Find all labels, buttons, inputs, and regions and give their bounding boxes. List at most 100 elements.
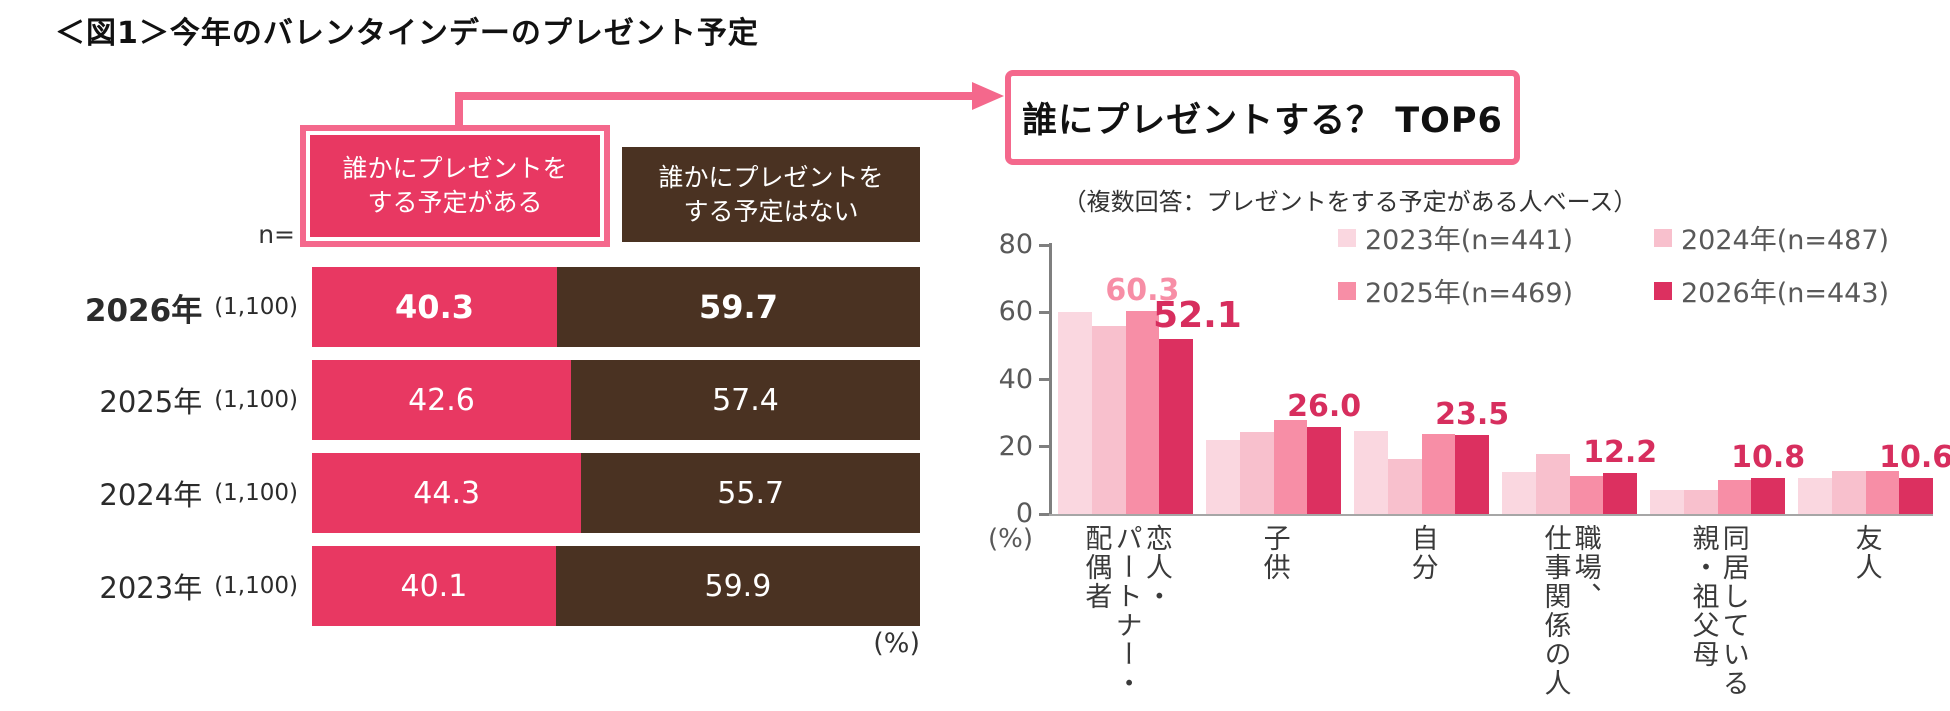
yes-segment: 44.3 bbox=[312, 453, 582, 533]
bar bbox=[1058, 311, 1092, 514]
y-tick-label: 40 bbox=[998, 363, 1033, 395]
row-label: 2024年 (1,100) bbox=[55, 453, 312, 533]
bar bbox=[1387, 458, 1422, 514]
bar bbox=[1569, 476, 1604, 514]
y-tick-mark bbox=[1039, 445, 1049, 449]
connector-horizontal-line bbox=[455, 92, 973, 100]
category-label: 恋人・ パートナー・ 配偶者 bbox=[1080, 524, 1172, 698]
y-tick-label: 60 bbox=[998, 296, 1033, 328]
header-no-box: 誰かにプレゼントを する予定はない bbox=[622, 147, 920, 242]
bar-value-label: 52.1 bbox=[1153, 294, 1242, 336]
bar-group: 12.2 bbox=[1502, 245, 1657, 514]
category-label: 同居している 親・祖父母 bbox=[1687, 524, 1749, 698]
legend-swatch bbox=[1338, 281, 1356, 300]
bar bbox=[1717, 480, 1752, 514]
row-label: 2023年 (1,100) bbox=[55, 546, 312, 626]
y-tick-mark bbox=[1039, 310, 1049, 314]
row-label: 2025年 (1,100) bbox=[55, 360, 312, 440]
connector-arrowhead-icon bbox=[972, 82, 1004, 110]
bar-value-label: 26.0 bbox=[1287, 388, 1362, 424]
legend-swatch bbox=[1654, 281, 1672, 300]
bar-group: 23.5 bbox=[1354, 245, 1509, 514]
bar bbox=[1091, 326, 1126, 514]
y-tick-mark bbox=[1039, 378, 1049, 381]
category-label: 子供 bbox=[1258, 524, 1290, 582]
yes-segment: 42.6 bbox=[312, 360, 571, 440]
row-n-label: (1,100) bbox=[214, 387, 298, 413]
legend-item: 2025年(n=469) bbox=[1338, 271, 1654, 310]
stacked-bar: 42.6 57.4 bbox=[312, 360, 920, 440]
legend: 2023年(n=441) 2024年(n=487) 2025年(n=469) 2026… bbox=[1338, 218, 1889, 310]
category-label: 自分 bbox=[1406, 524, 1438, 582]
stacked-bar-row: 2026年 (1,100) 40.3 59.7 bbox=[55, 267, 920, 347]
plan-rows: 2026年 (1,100) 40.3 59.7 2025年 (1,100) 42.6 57.4… bbox=[55, 267, 920, 639]
legend-swatch bbox=[1654, 228, 1672, 247]
category-label: 職場、 仕事関係の人 bbox=[1539, 524, 1601, 698]
row-n-label: (1,100) bbox=[214, 294, 298, 320]
stacked-bar-row: 2023年 (1,100) 40.1 59.9 bbox=[55, 546, 920, 626]
stacked-bar: 40.1 59.9 bbox=[312, 546, 920, 626]
bar-group: 10.6 bbox=[1798, 245, 1950, 514]
yes-segment: 40.1 bbox=[312, 546, 556, 626]
bar: 12.2 bbox=[1583, 435, 1657, 514]
callout-title: 誰にプレゼントする？ TOP6 bbox=[1022, 101, 1503, 141]
bar: 23.5 bbox=[1435, 397, 1509, 514]
bar-group: 60.3 52.1 bbox=[1058, 245, 1242, 514]
row-year-label: 2026年 bbox=[84, 292, 203, 329]
no-segment: 57.4 bbox=[571, 360, 920, 440]
legend-swatch bbox=[1338, 228, 1356, 247]
y-tick-label: 0 bbox=[1015, 498, 1033, 529]
bar-value-label: 23.5 bbox=[1435, 396, 1510, 432]
bar bbox=[1239, 432, 1274, 514]
bar-value-label: 10.6 bbox=[1879, 440, 1950, 476]
bar bbox=[1421, 433, 1456, 514]
row-year-label: 2023年 bbox=[99, 571, 203, 605]
figure-title: ＜図1＞今年のバレンタインデーのプレゼント予定 bbox=[55, 16, 759, 51]
legend-label: 2025年(n=469) bbox=[1365, 278, 1574, 309]
bar: 52.1 bbox=[1153, 295, 1242, 514]
category-cell: 子供 bbox=[1206, 524, 1341, 698]
no-segment: 59.9 bbox=[555, 546, 920, 626]
bar: 10.8 bbox=[1731, 440, 1805, 514]
row-n-label: (1,100) bbox=[214, 573, 298, 599]
y-tick-mark bbox=[1039, 243, 1049, 247]
bar bbox=[1354, 431, 1388, 514]
right-unit-label: (%) bbox=[988, 524, 1033, 554]
y-tick-label: 80 bbox=[998, 229, 1033, 260]
category-labels: 恋人・ パートナー・ 配偶者 子供 自分 職場、 仕事関係の人 同居している 親・祖父母… bbox=[1058, 524, 1933, 698]
left-unit-label: (%) bbox=[873, 628, 920, 659]
connector-vertical-line bbox=[455, 96, 463, 130]
y-tick-label: 20 bbox=[998, 430, 1033, 462]
stacked-bar: 40.3 59.7 bbox=[312, 267, 920, 347]
stacked-bar-row: 2024年 (1,100) 44.3 55.7 bbox=[55, 453, 920, 533]
y-axis-line bbox=[1049, 243, 1052, 516]
bar-groups: 60.3 52.1 26.0 23.5 12.2 10.8 10.6 bbox=[1058, 245, 1950, 514]
bar bbox=[1683, 489, 1718, 514]
row-year-label: 2024年 bbox=[99, 478, 203, 512]
legend-item: 2023年(n=441) bbox=[1338, 218, 1654, 257]
row-label: 2026年 (1,100) bbox=[55, 267, 312, 347]
category-cell: 恋人・ パートナー・ 配偶者 bbox=[1058, 524, 1193, 698]
legend-item: 2026年(n=443) bbox=[1654, 271, 1889, 310]
bar bbox=[1865, 471, 1900, 514]
bar bbox=[1206, 440, 1240, 514]
no-segment: 59.7 bbox=[557, 267, 920, 347]
bar bbox=[1273, 420, 1308, 514]
category-cell: 自分 bbox=[1354, 524, 1489, 698]
y-tick-mark bbox=[1039, 512, 1049, 516]
n-label: n= bbox=[258, 220, 295, 249]
bar-value-label: 12.2 bbox=[1583, 434, 1658, 470]
bar: 10.6 bbox=[1879, 440, 1950, 514]
bar bbox=[1650, 490, 1684, 514]
bar-group: 10.8 bbox=[1650, 245, 1805, 514]
bar bbox=[1798, 478, 1832, 514]
x-axis-line bbox=[1049, 514, 1933, 516]
legend-item: 2024年(n=487) bbox=[1654, 218, 1889, 257]
stacked-bar: 44.3 55.7 bbox=[312, 453, 920, 533]
bar-group: 26.0 bbox=[1206, 245, 1361, 514]
legend-label: 2023年(n=441) bbox=[1365, 225, 1574, 256]
row-n-label: (1,100) bbox=[214, 480, 298, 506]
callout-title-box: 誰にプレゼントする？ TOP6 bbox=[1005, 70, 1520, 165]
header-yes-box: 誰かにプレゼントを する予定がある bbox=[300, 125, 610, 247]
